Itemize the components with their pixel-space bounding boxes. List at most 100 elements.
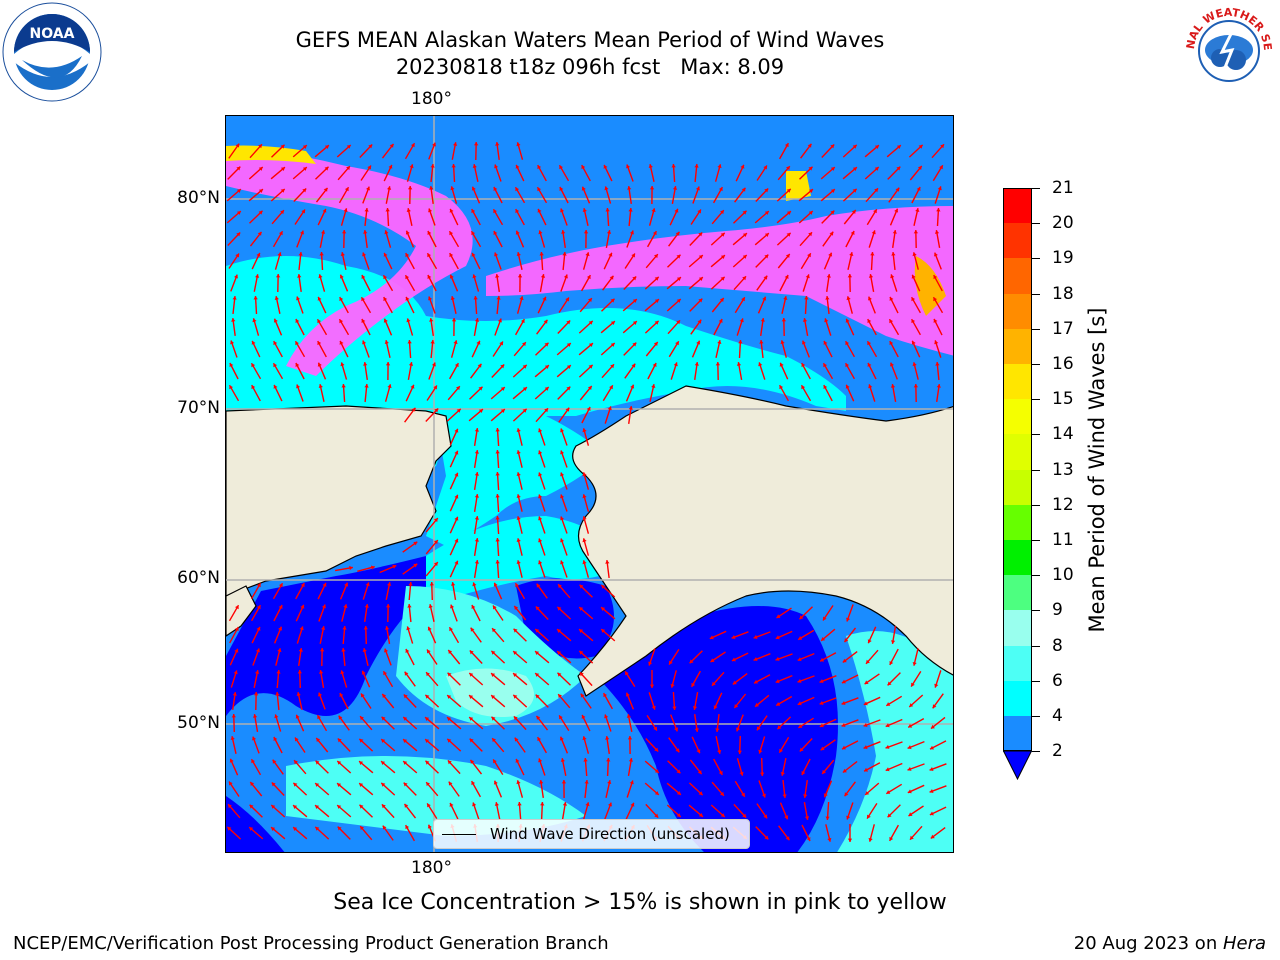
wind-wave-arrowhead bbox=[674, 727, 679, 732]
wind-wave-arrowhead bbox=[495, 494, 500, 498]
wind-wave-arrowhead bbox=[385, 626, 390, 630]
wind-wave-arrowhead bbox=[361, 319, 366, 323]
wind-wave-arrowhead bbox=[753, 657, 758, 661]
wind-wave-arrowhead bbox=[273, 384, 278, 389]
wind-wave-arrowhead bbox=[890, 274, 895, 279]
colorbar bbox=[1003, 188, 1033, 781]
colorbar-tick bbox=[1032, 223, 1040, 225]
wind-wave-arrowhead bbox=[293, 827, 298, 831]
wind-wave-arrowhead bbox=[516, 142, 521, 147]
wind-wave-arrowhead bbox=[610, 343, 615, 347]
wind-wave-arrowhead bbox=[605, 208, 610, 212]
wind-wave-direction-arrows bbox=[226, 141, 947, 843]
wind-wave-arrowhead bbox=[406, 208, 411, 212]
wind-wave-arrowhead bbox=[737, 750, 742, 754]
wind-wave-arrowhead bbox=[315, 783, 320, 787]
wind-wave-arrowhead bbox=[258, 210, 263, 215]
wind-wave-arrowhead bbox=[734, 704, 739, 708]
wind-wave-arrowhead bbox=[544, 365, 549, 369]
wind-wave-arrowhead bbox=[605, 560, 610, 564]
wind-wave-arrowhead bbox=[405, 649, 410, 653]
wind-wave-arrowhead bbox=[912, 362, 917, 367]
wind-wave-arrowhead bbox=[717, 750, 722, 754]
wind-wave-arrowhead bbox=[930, 834, 935, 839]
wind-wave-arrowhead bbox=[582, 472, 587, 477]
wind-wave-arrowhead bbox=[676, 813, 681, 817]
wind-wave-arrowhead bbox=[535, 606, 540, 611]
wind-wave-arrowhead bbox=[404, 803, 409, 808]
wind-wave-arrowhead bbox=[913, 230, 918, 234]
wind-wave-arrowhead bbox=[560, 472, 565, 477]
wind-wave-arrowhead bbox=[252, 318, 257, 323]
wind-wave-arrowhead bbox=[495, 274, 500, 278]
wind-wave-arrowhead bbox=[492, 738, 496, 743]
wind-wave-arrowhead bbox=[405, 275, 410, 280]
wind-wave-arrowhead bbox=[797, 657, 802, 662]
wind-wave-arrowhead bbox=[495, 560, 500, 564]
legend-text: Wind Wave Direction (unscaled) bbox=[490, 825, 730, 843]
wind-wave-arrowhead bbox=[929, 811, 934, 816]
wind-wave-arrowhead bbox=[561, 780, 567, 784]
wind-wave-arrowhead bbox=[449, 208, 454, 213]
wave-region-6to8-pacific bbox=[396, 586, 586, 726]
colorbar-band bbox=[1003, 293, 1032, 330]
wind-wave-arrowhead bbox=[603, 693, 608, 698]
wind-wave-arrowhead bbox=[366, 186, 370, 191]
colorbar-band bbox=[1003, 645, 1032, 682]
wind-wave-arrowhead bbox=[271, 805, 276, 809]
wind-wave-arrowhead bbox=[582, 516, 587, 521]
wind-wave-arrowhead bbox=[405, 230, 410, 235]
wind-wave-arrowhead bbox=[493, 209, 497, 214]
wind-wave-arrowhead bbox=[384, 340, 389, 344]
wind-wave-arrowhead bbox=[337, 805, 342, 809]
colorbar-label: Mean Period of Wind Waves [s] bbox=[1085, 307, 1109, 633]
wind-wave-arrowhead bbox=[516, 252, 521, 256]
wind-wave-arrowhead bbox=[361, 275, 366, 279]
colorbar-tick-label: 2 bbox=[1052, 741, 1063, 762]
chart-subtitle: 20230818 t18z 096h fcst Max: 8.09 bbox=[395, 55, 785, 79]
wind-wave-arrowhead bbox=[824, 318, 829, 323]
wind-wave-arrowhead bbox=[426, 782, 430, 787]
wind-wave-arrowhead bbox=[720, 813, 725, 817]
wind-wave-arrowhead bbox=[579, 672, 584, 677]
wind-wave-arrowhead bbox=[258, 144, 262, 149]
wind-wave-arrowhead bbox=[434, 540, 438, 545]
wind-wave-arrowhead bbox=[381, 739, 386, 743]
wind-wave-arrowhead bbox=[802, 318, 808, 322]
wind-wave-arrowhead bbox=[907, 789, 912, 794]
wind-wave-arrowhead bbox=[808, 189, 813, 193]
wind-wave-arrowhead bbox=[649, 684, 655, 688]
wind-wave-arrowhead bbox=[296, 296, 301, 301]
wind-wave-arrowhead bbox=[648, 661, 653, 666]
wind-wave-arrowhead bbox=[775, 656, 780, 661]
wind-wave-arrowhead bbox=[557, 672, 562, 677]
colorbar-tick-label: 11 bbox=[1052, 530, 1074, 550]
wave-region-8to9-pacific bbox=[446, 668, 534, 717]
wind-wave-arrowhead bbox=[890, 384, 896, 388]
wind-wave-arrowhead bbox=[825, 816, 830, 820]
wind-wave-arrowhead bbox=[359, 761, 364, 765]
wind-wave-arrowhead bbox=[654, 299, 659, 303]
wind-wave-arrowhead bbox=[867, 341, 872, 346]
wind-wave-arrowhead bbox=[627, 736, 633, 740]
wind-wave-arrowhead bbox=[516, 494, 521, 498]
wind-wave-arrowhead bbox=[405, 253, 410, 258]
wind-wave-arrowhead bbox=[609, 385, 613, 390]
colorbar-tick bbox=[1032, 575, 1040, 577]
wind-wave-arrowhead bbox=[453, 340, 458, 345]
wind-wave-arrowhead bbox=[384, 230, 389, 235]
footer-org: NCEP/EMC/Verification Post Processing Pr… bbox=[13, 933, 609, 954]
wind-wave-arrowhead bbox=[584, 780, 589, 784]
wind-wave-arrowhead bbox=[456, 386, 460, 391]
wind-wave-arrowhead bbox=[784, 815, 789, 820]
wind-wave-arrowhead bbox=[676, 277, 681, 281]
wind-wave-arrowhead bbox=[234, 627, 239, 632]
wind-wave-arrowhead bbox=[538, 560, 543, 565]
wind-wave-arrowhead bbox=[472, 802, 477, 807]
wind-wave-arrowhead bbox=[610, 321, 615, 325]
wind-wave-arrowhead bbox=[476, 340, 481, 345]
wind-wave-arrowhead bbox=[520, 319, 525, 324]
wind-wave-arrowhead bbox=[317, 296, 322, 301]
wind-wave-arrowhead bbox=[474, 538, 479, 542]
wind-wave-arrowhead bbox=[230, 340, 235, 345]
